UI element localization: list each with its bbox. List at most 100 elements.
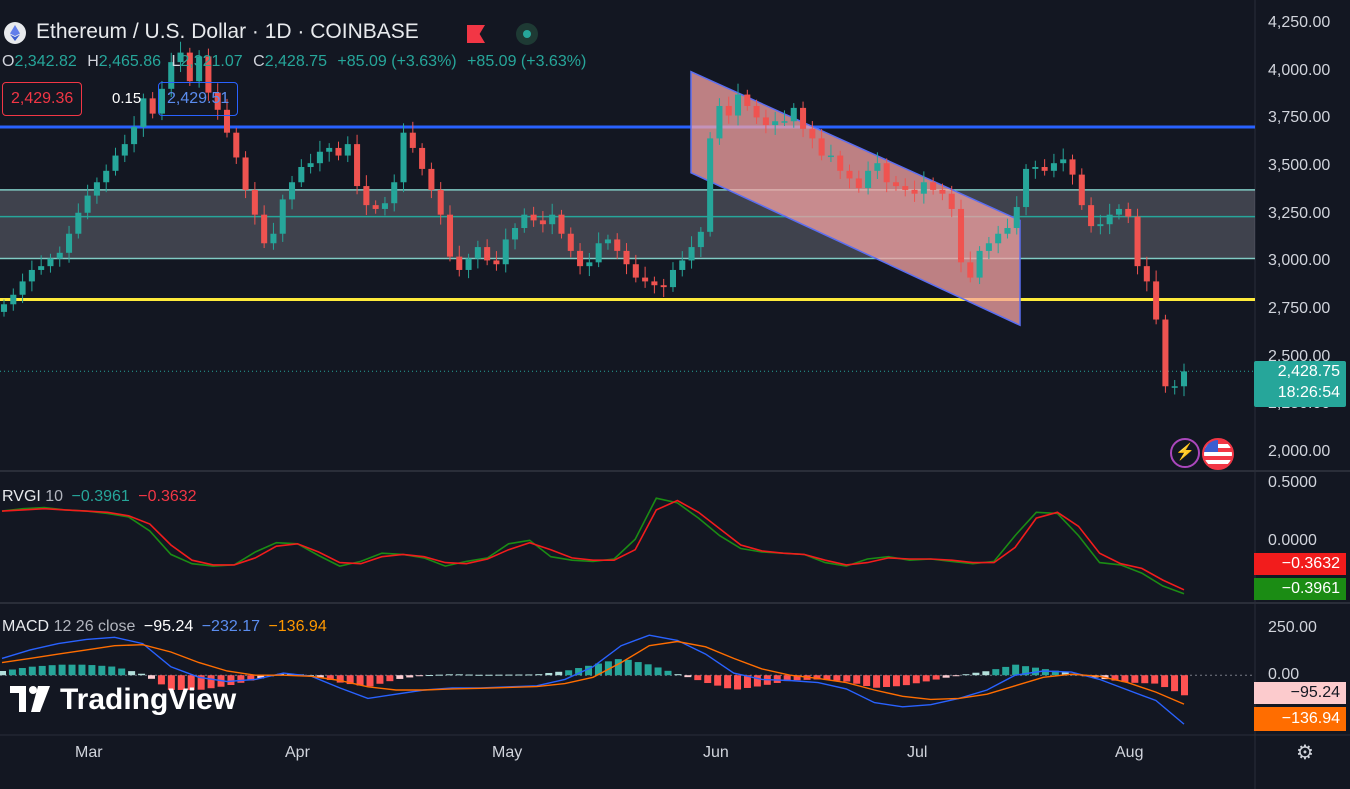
price-tick: 4,000.00 xyxy=(1268,61,1331,79)
candle-body xyxy=(939,189,946,194)
descending-channel xyxy=(690,70,1021,327)
macd-histogram-bar xyxy=(1051,670,1059,676)
candle-body xyxy=(10,294,17,305)
rvgi-tick-1: 0.5000 xyxy=(1268,474,1317,491)
macd-histogram-bar xyxy=(525,674,533,676)
candle-body xyxy=(660,285,667,288)
macd-histogram-bar xyxy=(942,675,950,678)
settings-icon[interactable]: ⚙ xyxy=(1296,742,1314,764)
candle-body xyxy=(642,277,649,282)
macd-legend[interactable]: MACD 12 26 close −95.24 −232.17 −136.94 xyxy=(2,618,327,635)
candle-body xyxy=(279,199,286,234)
candle-body xyxy=(577,250,584,267)
candle-body xyxy=(595,243,602,263)
macd-histogram-bar xyxy=(197,675,205,690)
macd-histogram-bar xyxy=(863,675,871,686)
macd-histogram-bar xyxy=(177,675,185,690)
macd-histogram-bar xyxy=(843,675,851,682)
macd-histogram-bar xyxy=(883,675,891,687)
candle-body xyxy=(948,193,955,209)
time-label: Aug xyxy=(1115,744,1144,761)
candle-body xyxy=(1171,386,1178,388)
macd-histogram-bar xyxy=(78,664,86,676)
candle-body xyxy=(1032,167,1039,169)
macd-histogram-bar xyxy=(88,665,96,676)
candle-body xyxy=(38,266,45,270)
candle-body xyxy=(103,170,110,183)
candle-body xyxy=(809,128,816,139)
candle-body xyxy=(493,260,500,265)
macd-histogram-bar xyxy=(8,669,16,676)
time-label: May xyxy=(492,744,523,761)
candle-body xyxy=(158,88,165,114)
macd-histogram-bar xyxy=(853,675,861,684)
macd-histogram-bar xyxy=(515,674,523,676)
candle-body xyxy=(539,220,546,225)
candle-body xyxy=(1004,228,1011,234)
sell-price-button[interactable]: 2,429.36 xyxy=(2,82,83,116)
candle-body xyxy=(957,208,965,263)
macd-histogram-bar xyxy=(1141,675,1149,684)
candle-body xyxy=(289,182,296,200)
macd-histogram-bar xyxy=(495,674,503,676)
time-label: Jul xyxy=(907,744,928,761)
macd-histogram-bar xyxy=(565,670,573,676)
buy-price-button[interactable]: 2,429.51 xyxy=(158,82,239,116)
macd-histogram-bar xyxy=(892,675,900,687)
macd-histogram-bar xyxy=(138,673,146,676)
macd-histogram-bar xyxy=(773,675,781,683)
candle-body xyxy=(261,214,268,244)
macd-histogram-bar xyxy=(445,674,453,676)
macd-histogram-bar xyxy=(108,666,116,676)
rvgi-value-tag: −0.3961 xyxy=(1254,578,1346,600)
candle-body xyxy=(1088,205,1095,227)
macd-histogram-bar xyxy=(426,675,434,677)
candle-body xyxy=(530,214,537,221)
macd-histogram-bar xyxy=(366,675,374,687)
macd-histogram-bar xyxy=(128,671,136,676)
candle-body xyxy=(446,214,454,257)
candle-body xyxy=(428,168,435,190)
ohlc-values: O2,342.82 H2,465.86 L2,321.07 C2,428.75 … xyxy=(2,53,587,70)
macd-histogram-bar xyxy=(555,671,563,676)
macd-histogram-bar xyxy=(68,664,76,676)
ethereum-icon xyxy=(10,25,20,41)
us-flag-icon[interactable] xyxy=(1202,438,1234,470)
candle-body xyxy=(632,264,639,278)
macd-histogram-bar xyxy=(585,665,593,676)
flag-icon[interactable] xyxy=(467,25,485,43)
candle-body xyxy=(409,132,416,148)
candle-body xyxy=(1115,208,1122,215)
candle-body xyxy=(846,170,853,179)
macd-histogram-bar xyxy=(1111,675,1119,681)
candle-body xyxy=(679,260,686,270)
candle-body xyxy=(697,231,704,248)
macd-histogram-bar xyxy=(475,674,483,676)
candle-body xyxy=(688,247,695,261)
macd-histogram-bar xyxy=(833,675,841,681)
rvgi-legend[interactable]: RVGI 10 −0.3961 −0.3632 xyxy=(2,488,197,505)
symbol-title[interactable]: Ethereum / U.S. Dollar · 1D · COINBASE xyxy=(36,20,419,43)
macd-signal-tag: −136.94 xyxy=(1254,707,1346,731)
price-tick: 2,500.00 xyxy=(1268,347,1331,365)
candle-body xyxy=(623,250,630,265)
macd-histogram-bar xyxy=(783,675,791,682)
macd-histogram-bar xyxy=(952,675,960,677)
macd-signal-line xyxy=(1,640,1185,705)
time-label: Mar xyxy=(75,744,103,761)
candle-body xyxy=(865,170,872,188)
candle-body xyxy=(567,233,574,251)
price-tick: 3,750.00 xyxy=(1268,109,1331,127)
candle-body xyxy=(344,144,351,156)
candle-body xyxy=(995,233,1002,244)
candle-body xyxy=(177,52,184,63)
market-status-icon[interactable] xyxy=(516,23,538,45)
candle-body xyxy=(1180,371,1188,387)
candle-body xyxy=(614,239,621,251)
macd-histogram-bar xyxy=(634,662,642,676)
macd-histogram-bar xyxy=(1161,675,1169,688)
macd-histogram-bar xyxy=(505,674,513,676)
candle-body xyxy=(762,117,769,126)
events-icon[interactable]: ⚡ xyxy=(1170,438,1200,468)
